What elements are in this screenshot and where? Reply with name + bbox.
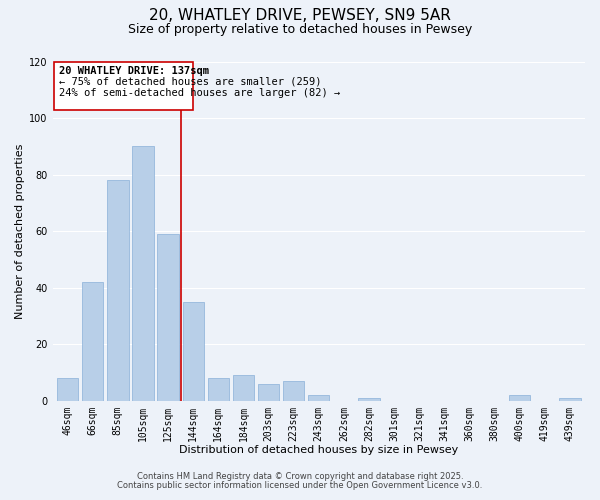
Text: Size of property relative to detached houses in Pewsey: Size of property relative to detached ho…: [128, 22, 472, 36]
Bar: [132, 146, 154, 400]
Bar: [182, 302, 204, 400]
X-axis label: Distribution of detached houses by size in Pewsey: Distribution of detached houses by size …: [179, 445, 458, 455]
Y-axis label: Number of detached properties: Number of detached properties: [15, 144, 25, 319]
Bar: [283, 381, 304, 400]
Bar: [358, 398, 380, 400]
Text: 20 WHATLEY DRIVE: 137sqm: 20 WHATLEY DRIVE: 137sqm: [59, 66, 209, 76]
Bar: [509, 395, 530, 400]
Bar: [233, 376, 254, 400]
Bar: [559, 398, 581, 400]
Text: Contains public sector information licensed under the Open Government Licence v3: Contains public sector information licen…: [118, 481, 482, 490]
Text: Contains HM Land Registry data © Crown copyright and database right 2025.: Contains HM Land Registry data © Crown c…: [137, 472, 463, 481]
Text: 24% of semi-detached houses are larger (82) →: 24% of semi-detached houses are larger (…: [59, 88, 340, 99]
Text: 20, WHATLEY DRIVE, PEWSEY, SN9 5AR: 20, WHATLEY DRIVE, PEWSEY, SN9 5AR: [149, 8, 451, 22]
Bar: [57, 378, 78, 400]
Text: ← 75% of detached houses are smaller (259): ← 75% of detached houses are smaller (25…: [59, 77, 321, 87]
Bar: [258, 384, 279, 400]
Bar: [107, 180, 128, 400]
Bar: [308, 395, 329, 400]
Bar: [208, 378, 229, 400]
Bar: [82, 282, 103, 401]
Bar: [157, 234, 179, 400]
